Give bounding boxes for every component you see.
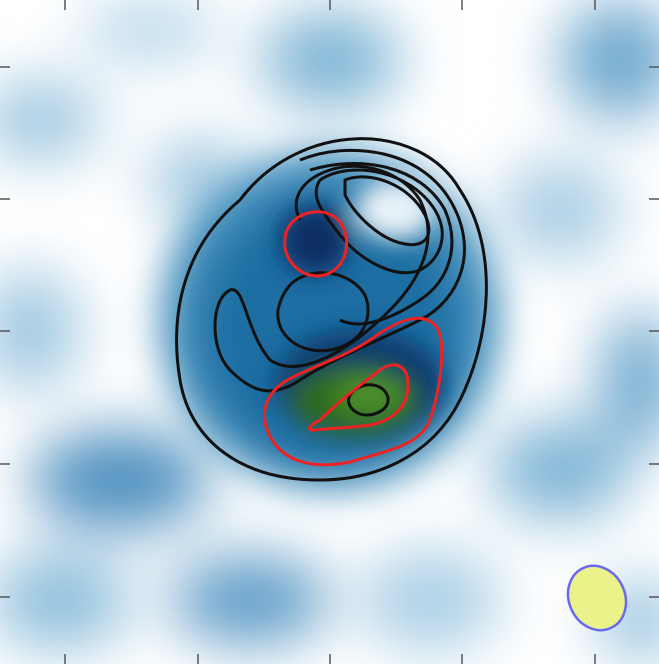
black-contour-2: [213, 148, 466, 393]
red-contour-lower-inner: [308, 363, 410, 432]
red-contour-lower-outer: [262, 316, 444, 467]
black-contour-5: [343, 175, 431, 247]
black-contour-inner-small: [346, 383, 390, 417]
red-contours: [262, 210, 444, 467]
black-contour-3: [309, 162, 454, 326]
black-contours: [175, 137, 488, 482]
black-contour-ring: [276, 271, 370, 353]
black-contour-4: [314, 168, 444, 275]
beam-ellipse: [566, 564, 628, 632]
red-contour-upper: [283, 210, 348, 278]
black-contour-outer: [175, 137, 488, 482]
